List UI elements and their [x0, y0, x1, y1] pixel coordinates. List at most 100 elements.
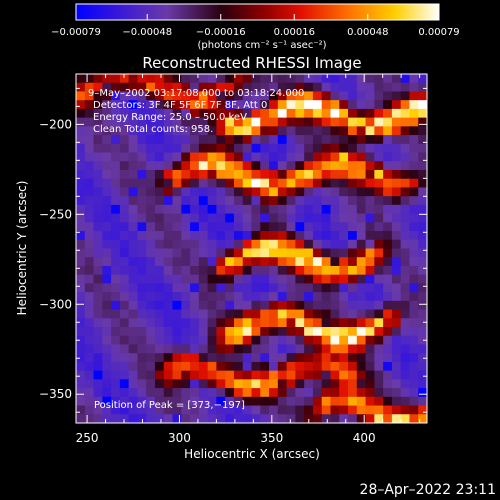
heatmap-cell	[295, 370, 305, 380]
heatmap-cell	[251, 135, 261, 145]
heatmap-cell	[137, 257, 147, 267]
heatmap-cell	[207, 239, 218, 250]
heatmap-cell	[383, 292, 393, 302]
heatmap-cell	[418, 327, 427, 337]
heatmap-cell	[172, 405, 182, 415]
heatmap-cell	[111, 169, 121, 180]
heatmap-cell	[181, 396, 191, 407]
heatmap-cell	[383, 161, 393, 171]
heatmap-cell	[330, 100, 340, 110]
heatmap-cell	[198, 388, 209, 398]
heatmap-cell	[260, 169, 270, 180]
heatmap-cell	[374, 283, 384, 293]
heatmap-cell	[251, 222, 261, 232]
heatmap-cell	[374, 344, 384, 354]
heatmap-cell	[409, 143, 419, 154]
heatmap-cell	[339, 161, 349, 171]
heatmap-cell	[304, 143, 314, 154]
heatmap-cell	[119, 204, 130, 215]
heatmap-cell	[356, 335, 367, 346]
heatmap-cell	[260, 248, 270, 258]
heatmap-cell	[251, 292, 261, 302]
heatmap-cell	[119, 361, 130, 372]
heatmap-cell	[137, 274, 147, 284]
heatmap-cell	[374, 100, 384, 110]
heatmap-cell	[312, 405, 323, 415]
heatmap-cell	[154, 353, 165, 363]
heatmap-cell	[312, 379, 323, 389]
heatmap-cell	[198, 292, 209, 302]
heatmap-cell	[128, 274, 139, 284]
heatmap-cell	[76, 108, 86, 119]
heatmap-cell	[339, 204, 349, 215]
heatmap-cell	[339, 405, 349, 415]
heatmap-cell	[84, 405, 95, 415]
heatmap-cell	[128, 248, 139, 258]
heatmap-cell	[146, 82, 156, 93]
heatmap-cell	[163, 318, 174, 328]
heatmap-cell	[348, 222, 358, 232]
heatmap-cell	[102, 292, 112, 302]
heatmap-cell	[409, 135, 419, 145]
heatmap-cell	[76, 335, 86, 346]
heatmap-cell	[295, 309, 305, 319]
heatmap-cell	[76, 405, 86, 415]
heatmap-cell	[330, 353, 340, 363]
heatmap-cell	[225, 117, 235, 127]
heatmap-cell	[181, 82, 191, 93]
heatmap-cell	[286, 396, 296, 407]
heatmap-cell	[348, 388, 358, 398]
heatmap-cell	[154, 292, 165, 302]
heatmap-cell	[172, 100, 182, 110]
heatmap-cell	[190, 91, 200, 101]
heatmap-cell	[374, 335, 384, 346]
heatmap-cell	[198, 361, 209, 372]
heatmap-cell	[84, 361, 95, 372]
heatmap-cell	[277, 335, 288, 346]
heatmap-cell	[111, 213, 121, 223]
heatmap-cell	[102, 361, 112, 372]
heatmap-cell	[242, 309, 253, 319]
heatmap-cell	[348, 74, 358, 84]
heatmap-cell	[400, 414, 411, 423]
heatmap-cell	[383, 117, 393, 127]
heatmap-cell	[181, 344, 191, 354]
heatmap-cell	[137, 379, 147, 389]
heatmap-cell	[137, 248, 147, 258]
heatmap-cell	[409, 292, 419, 302]
heatmap-cell	[172, 204, 182, 215]
heatmap-cell	[418, 379, 427, 389]
heatmap-cell	[102, 196, 112, 206]
heatmap-cell	[251, 396, 261, 407]
heatmap-cell	[172, 135, 182, 145]
heatmap-cell	[277, 274, 288, 284]
heatmap-cell	[154, 135, 165, 145]
heatmap-cell	[93, 126, 103, 136]
heatmap-cell	[400, 318, 411, 328]
heatmap-cell	[295, 231, 305, 241]
heatmap-cell	[198, 135, 209, 145]
heatmap-cell	[321, 161, 332, 171]
heatmap-cell	[251, 178, 261, 189]
heatmap-cell	[93, 300, 103, 311]
heatmap-cell	[409, 257, 419, 267]
heatmap-cell	[207, 126, 218, 136]
heatmap-cell	[84, 169, 95, 180]
detectors-annotation: Detectors: 3F 4F 5F 6F 7F 8F, Att 0	[93, 100, 267, 111]
heatmap-cell	[190, 100, 200, 110]
heatmap-cell	[137, 414, 147, 423]
heatmap-cell	[356, 187, 367, 197]
heatmap-cell	[365, 414, 375, 423]
heatmap-cell	[119, 239, 130, 250]
heatmap-cell	[163, 178, 174, 189]
heatmap-cell	[409, 344, 419, 354]
heatmap-cell	[172, 388, 182, 398]
heatmap-cell	[216, 161, 226, 171]
heatmap-cell	[330, 91, 340, 101]
heatmap-cell	[198, 396, 209, 407]
heatmap-cell	[277, 327, 288, 337]
heatmap-cell	[93, 152, 103, 162]
heatmap-cell	[348, 91, 358, 101]
heatmap-cell	[216, 335, 226, 346]
heatmap-cell	[260, 161, 270, 171]
